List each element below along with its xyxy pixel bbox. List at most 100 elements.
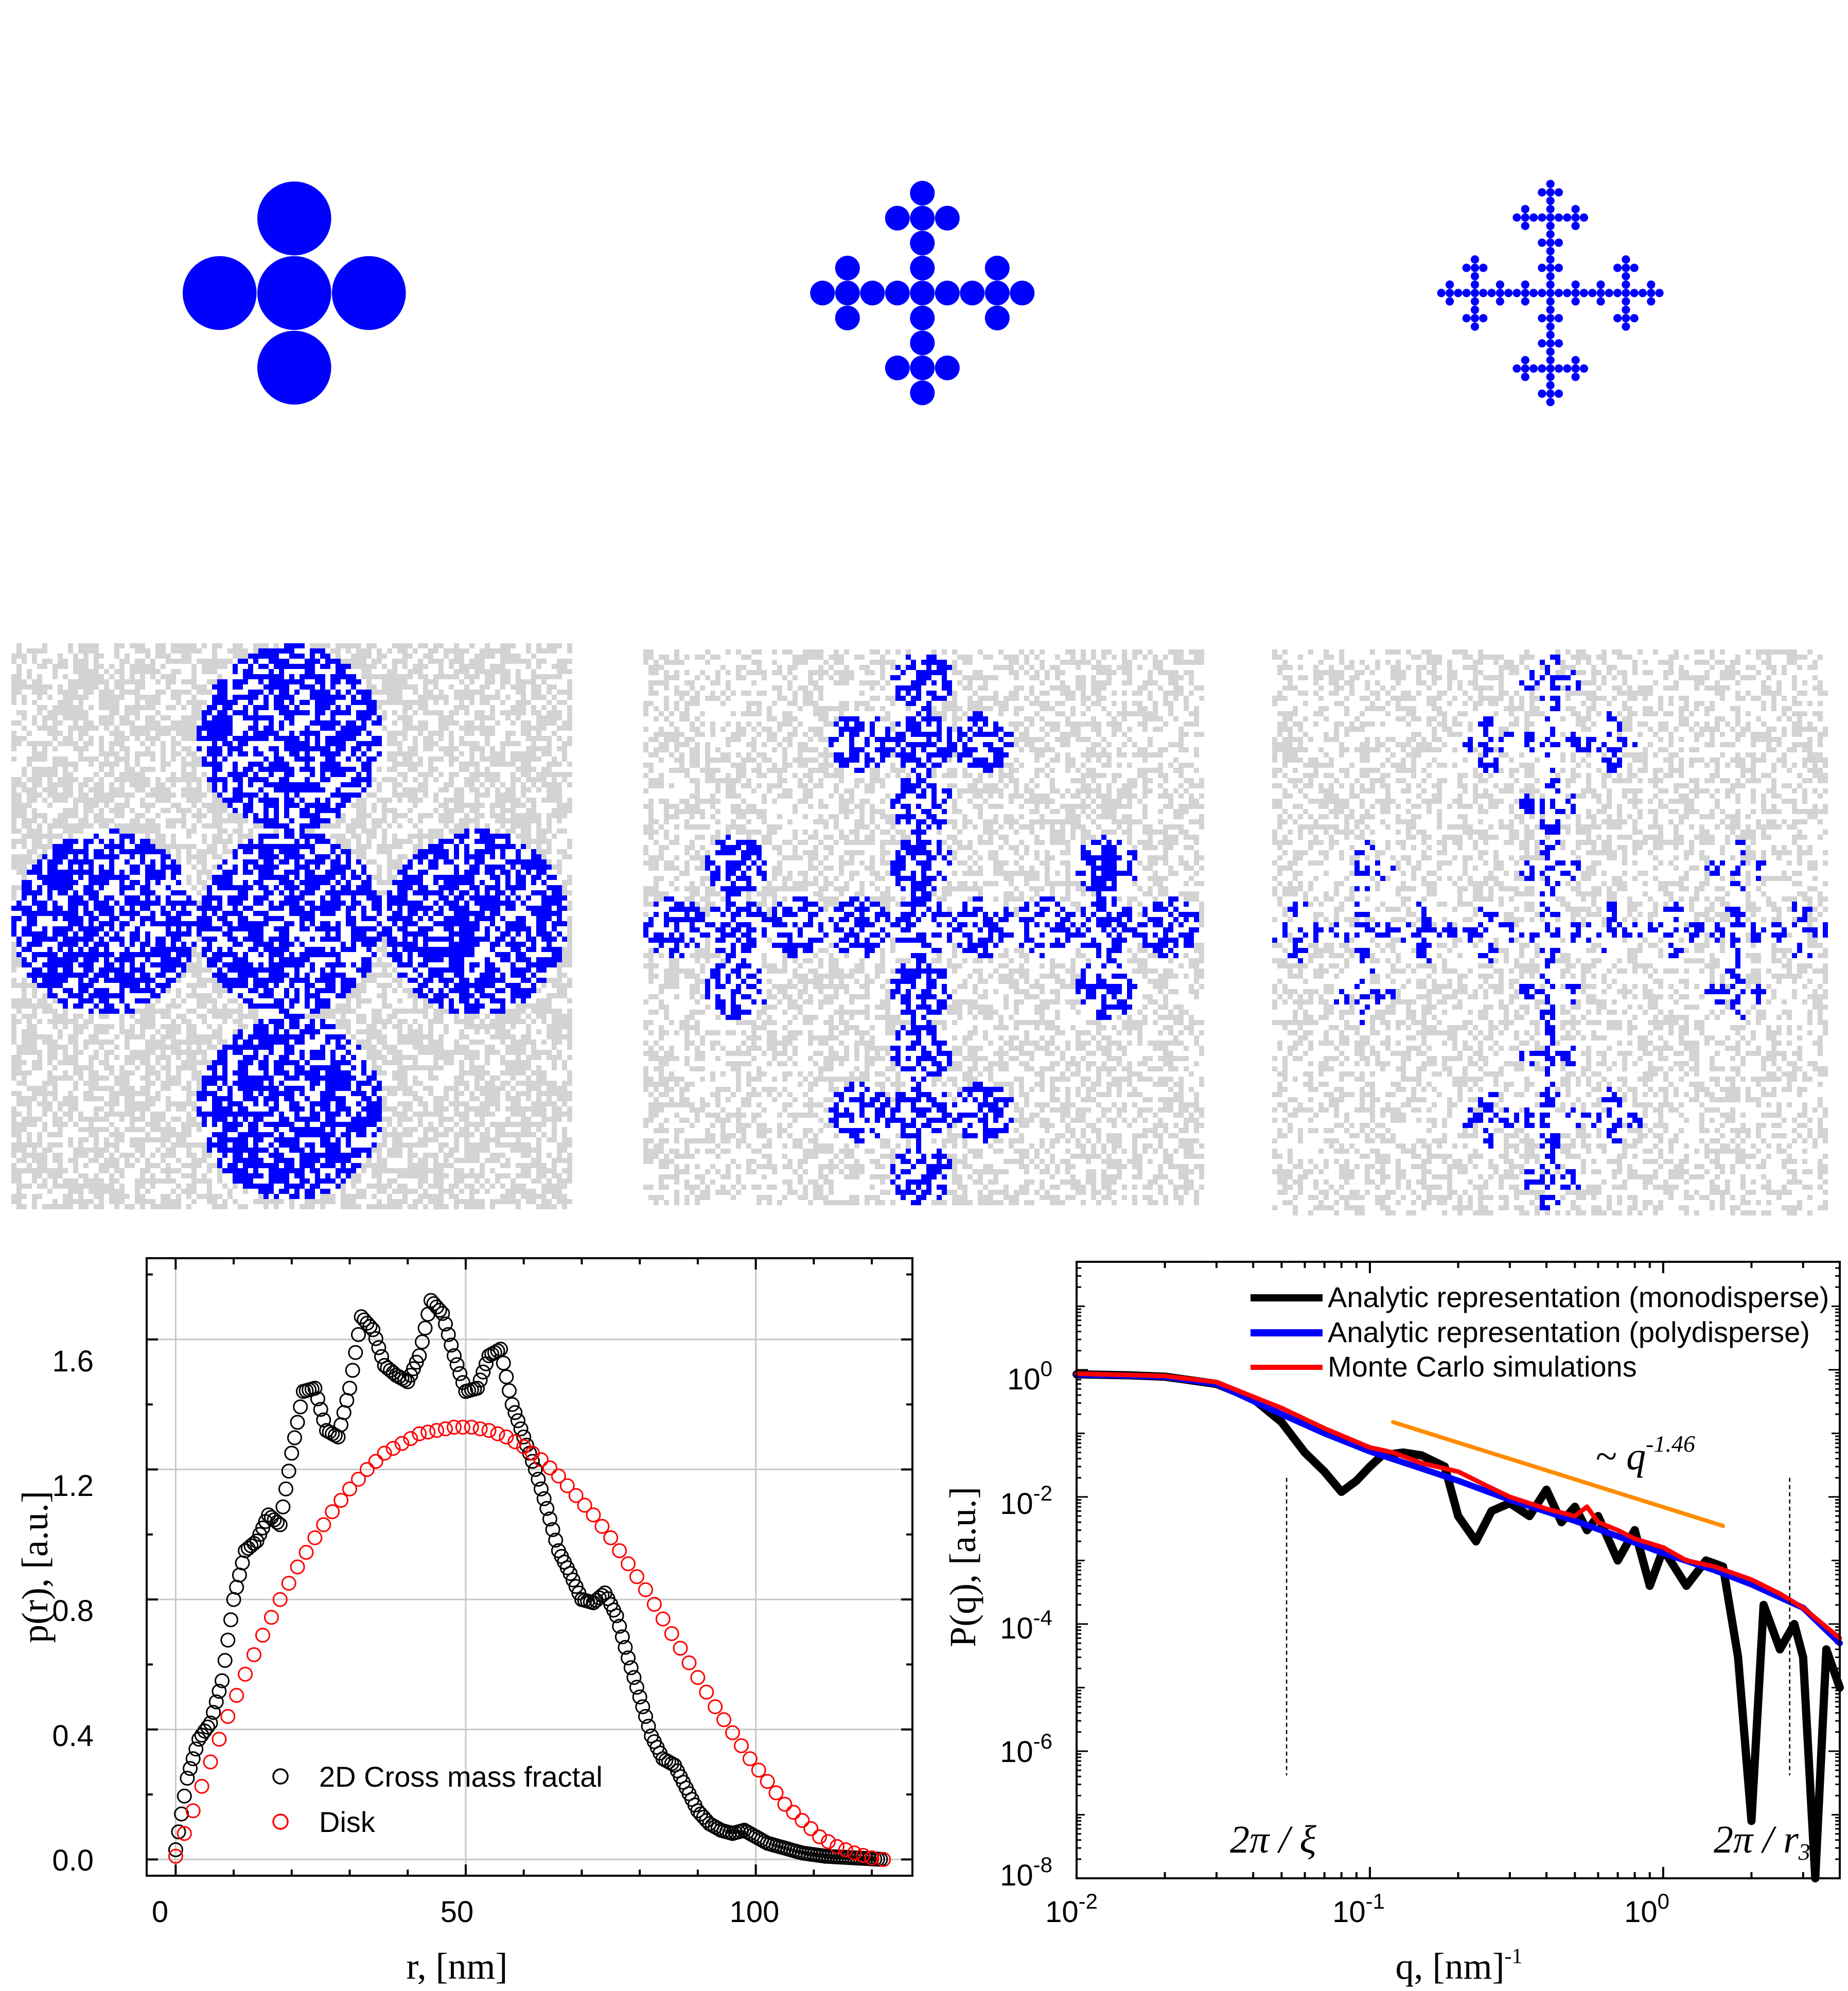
c2-xtick-label: 10-1 [1332,1889,1385,1929]
fractal-disk [1546,180,1555,188]
c1-point-fractal [316,1412,331,1428]
fractal-points [11,643,567,1199]
fractal-disk [1647,289,1656,297]
c1-point-disk [629,1569,644,1584]
monte-carlo-panel [643,649,1204,1205]
c1-point-disk [394,1436,410,1451]
c1-point-fractal [415,1334,430,1350]
c1-point-fractal [272,1517,288,1532]
c1-point-disk [342,1481,357,1496]
fractal-disk [1630,314,1639,323]
c1-frame [146,1257,913,1877]
c1-point-disk [281,1576,296,1591]
c1-point-fractal [232,1567,247,1583]
c1-point-fractal [229,1580,244,1595]
fractal-disk [332,256,406,330]
fractal-disk [1470,289,1480,297]
c1-point-fractal [496,1355,511,1371]
c1-point-disk [351,1472,366,1487]
fractal-disk [257,256,331,330]
fractal-disk [1622,289,1630,297]
c1-point-fractal [290,1415,305,1430]
fractal-disk [1622,322,1630,331]
fractal-disk [1546,339,1555,348]
fractal-disk [1546,263,1555,272]
c1-point-fractal [348,1345,363,1360]
fractal-disk [1521,221,1529,231]
c1-point-fractal [171,1824,186,1840]
c1-point-disk [447,1419,462,1435]
c1-point-fractal [206,1705,221,1720]
c1-ticks [147,1258,912,1876]
c2-power-law-guide [1391,1420,1726,1528]
c1-point-disk [855,1848,871,1863]
c1-point-disk [699,1684,714,1700]
c1-xtick-label: 50 [441,1895,474,1929]
fractal-disk [1546,280,1555,289]
c1-point-fractal [400,1374,415,1389]
c1-point-fractal [168,1842,183,1857]
c1-point-disk [664,1626,679,1641]
fractal-disk [910,231,935,256]
fractal-disk [1470,305,1480,314]
fractal-disk [1521,205,1529,214]
fractal-disk [1546,238,1555,247]
fractal-disk [1538,213,1546,222]
fractal-disk [1630,263,1639,272]
c1-marks [168,1293,891,1867]
c1-point-fractal [235,1555,250,1571]
c1-point-disk [594,1519,610,1534]
c1-point-disk [307,1530,323,1545]
fractal-disk [984,305,1010,330]
c1-point-disk [603,1530,619,1545]
c2-legend-label: Analytic representation (monodisperse) [1328,1281,1829,1313]
fractal-disk [1546,297,1555,306]
c1-point-disk [708,1699,723,1715]
c1-point-fractal [516,1429,532,1444]
c1-legend: 2D Cross mass fractal Disk [272,1760,603,1838]
fractal-disk [1470,263,1480,272]
c1-point-fractal [215,1673,230,1688]
c1-point-disk [725,1725,740,1740]
c1-point-disk [812,1829,828,1844]
fractal-disk [1546,246,1555,255]
c1-point-fractal [212,1684,227,1699]
fractal-disk [1630,289,1639,297]
c1-legend-label: Disk [319,1806,376,1838]
monte-carlo-panel [11,643,572,1209]
fractal-disk [1538,339,1546,348]
fractal-disk [1647,297,1656,306]
c1-point-disk [168,1848,183,1864]
c1-point-fractal [472,1372,488,1388]
c1-point-disk [716,1712,732,1728]
c1-point-disk [534,1452,549,1468]
c1-point-disk [325,1504,340,1520]
top-row-fractals [183,180,1664,407]
fractal-disk [1521,280,1529,289]
c1-point-fractal [513,1421,529,1437]
fractal-disk [1546,230,1555,239]
c1-point-disk [876,1852,891,1867]
c1-point-fractal [223,1612,238,1628]
fractal-disk [1554,213,1563,222]
fractal-disk [1495,289,1504,297]
fractal-disk [1546,221,1555,231]
fractal-disk [1470,314,1480,323]
fractal-disk [1571,373,1580,381]
c1-point-fractal [479,1356,494,1371]
c1-point-disk [220,1709,236,1724]
c1-point-fractal [374,1349,389,1364]
fractal-disk [1622,280,1630,289]
c2-xtick-label: 10-2 [1045,1889,1098,1929]
fractal-disk [257,330,331,405]
fractal-disk [910,355,935,380]
fractal-disk [1579,213,1588,222]
fractal-disk [885,280,910,306]
c1-point-fractal [365,1322,381,1337]
fractal-disk [1512,289,1521,297]
c1-point-disk [612,1543,627,1558]
c1-point-fractal [623,1660,639,1676]
c1-point-fractal [180,1771,195,1786]
c2-annotation-r3: 2π / r3 [1714,1818,1810,1865]
c1-point-fractal [270,1514,285,1530]
